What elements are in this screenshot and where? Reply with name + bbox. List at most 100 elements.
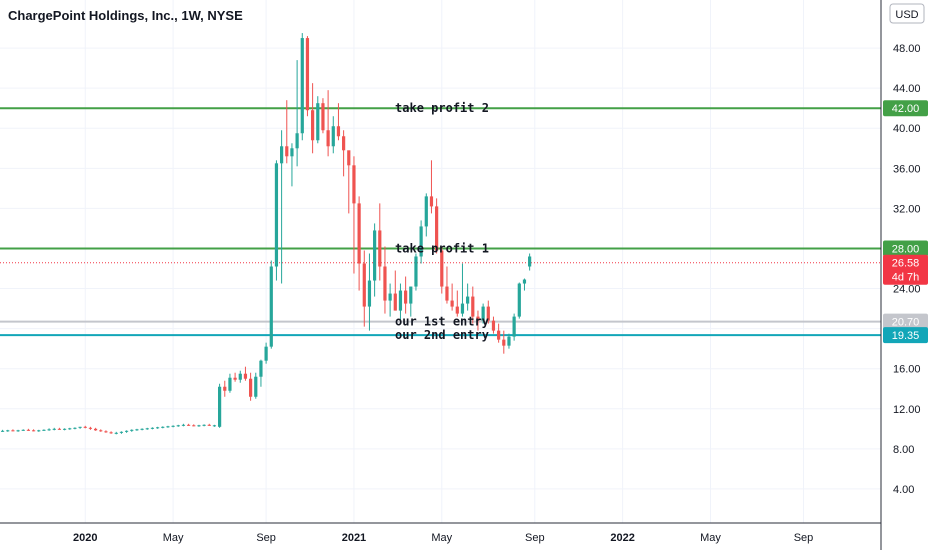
y-tick-label: 16.00 [893,364,921,376]
candle-body [31,430,36,432]
y-tick-label: 24.00 [893,284,921,296]
candle-body [300,38,304,134]
price-tag [883,240,928,257]
grid-layer [0,0,881,523]
candles-layer: take profit 2 take profit 1 our 1st entryo… [0,33,532,435]
candle-body [326,130,330,147]
x-tick-label: 2021 [342,532,366,544]
candle-body [429,196,434,207]
candle-body [393,293,397,311]
candle-body [512,316,516,337]
candle-body [295,133,299,149]
candle-body [68,428,72,430]
candle-body [290,148,294,157]
candle-body [466,296,470,304]
candle-body [476,316,480,321]
candle-body [176,425,180,427]
candle-body [378,230,382,267]
candle-body [238,373,242,380]
candle-body [274,163,279,267]
candle-body [450,300,454,307]
chart-title: ChargePoint Holdings, Inc., 1W, NYSE [8,8,243,23]
y-tick-label: 4.00 [893,484,914,496]
currency-label: USD [895,9,918,21]
candle-body [249,378,253,397]
candle-body [460,303,465,314]
price-tag [883,313,928,330]
price-tag-label: 28.00 [892,243,920,255]
last-price-countdown: 4d 7h [892,272,920,284]
candle-body [124,430,129,432]
candle-body [140,428,144,430]
candle-body [404,290,408,304]
candle-body [264,346,268,361]
candle-body [311,110,315,141]
candle-body [202,424,206,426]
candle-body [119,431,124,433]
y-tick-label: 44.00 [893,83,921,95]
y-tick-label: 8.00 [893,444,914,456]
candle-body [414,256,418,287]
candle-body [99,430,103,432]
candle-body [57,428,62,430]
price-tag [883,100,928,117]
candle-body [88,427,93,429]
currency-button[interactable]: USD [889,3,925,24]
candle-body [409,286,413,304]
candle-body [528,256,532,267]
candle-body [321,103,325,131]
candle-body [398,290,403,311]
last-price-value: 26.58 [892,258,920,270]
candle-body [11,430,15,432]
candle-body [455,306,459,314]
candle-body [104,431,108,433]
candle-body [259,360,263,377]
candle-body [522,279,527,284]
candle-body [192,425,196,427]
candle-body [373,230,377,281]
price-tag-label: 20.70 [892,317,920,329]
candle-body [491,320,496,331]
candle-body [228,377,232,391]
candle-body [223,386,227,391]
candle-body [212,425,217,427]
x-tick-label: May [700,532,721,544]
price-tag-label: 19.35 [892,330,920,342]
candle-body [145,428,149,430]
candle-body [52,428,56,430]
x-tick-label: Sep [525,532,545,544]
candle-body [114,432,118,434]
candle-body [280,146,284,164]
candle-body [424,196,428,227]
candle-body [218,386,222,427]
candle-body [352,165,356,204]
y-tick-label: 12.00 [893,404,921,416]
price-tag-label: 42.00 [892,103,920,115]
candle-body [383,266,387,301]
candle-body [155,427,160,429]
candle-body [197,425,201,427]
candle-body [486,306,490,321]
candle-body [150,427,155,429]
level-label: our 2nd entry [395,328,489,342]
candle-body [419,226,423,257]
candle-body [445,286,449,301]
candle-body [135,429,139,431]
candle-body [73,427,77,429]
candle-body [62,428,67,430]
x-tick-label: 2020 [73,532,97,544]
x-tick-label: 2022 [610,532,634,544]
candle-body [357,203,361,264]
candle-body [42,429,46,431]
y-tick-label: 48.00 [893,43,921,55]
candle-body [37,430,41,432]
last-price-tag [883,254,928,285]
candle-body [47,429,51,431]
candle-body [435,206,439,251]
candle-body [331,126,335,147]
candle-body [285,146,289,157]
candle-body [497,330,501,340]
candle-body [109,432,113,434]
